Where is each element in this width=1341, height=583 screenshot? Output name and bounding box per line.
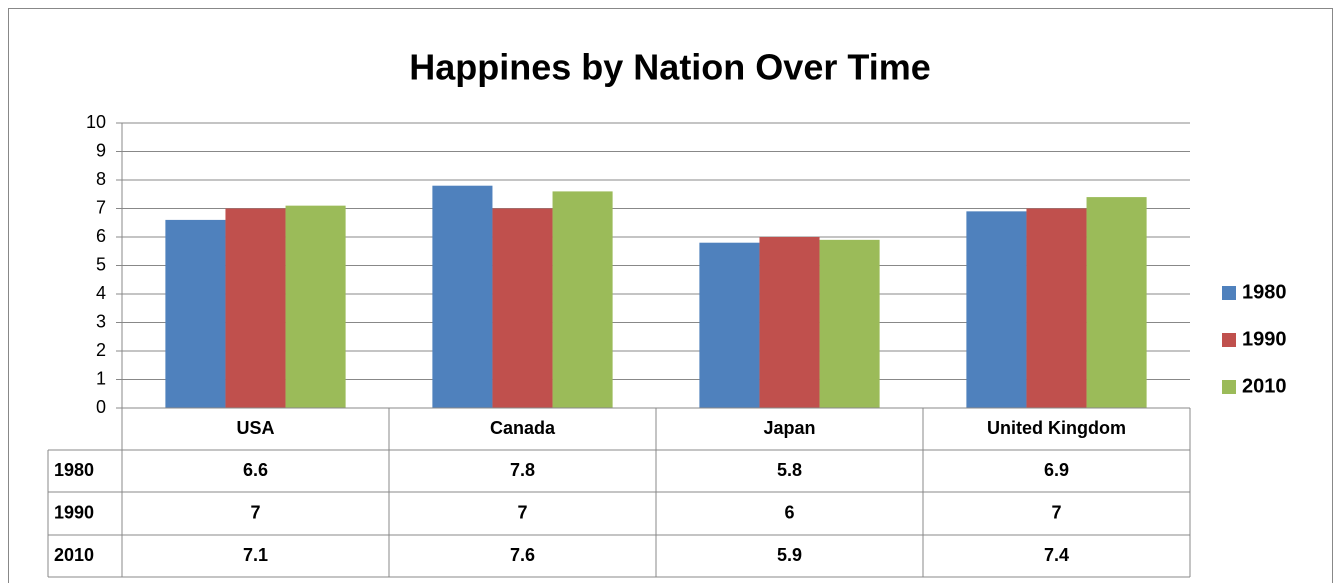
- bar: [285, 205, 346, 408]
- legend-label: 2010: [1242, 375, 1287, 397]
- table-value: 7.1: [243, 545, 268, 565]
- y-tick-label: 1: [96, 368, 106, 388]
- y-tick-label: 2: [96, 340, 106, 360]
- table-value: 6: [784, 502, 794, 522]
- y-tick-label: 9: [96, 140, 106, 160]
- table-value: 7: [517, 502, 527, 522]
- y-tick-label: 3: [96, 311, 106, 331]
- legend-swatch: [1222, 286, 1236, 300]
- bar: [432, 185, 493, 408]
- bar: [552, 191, 613, 408]
- table-value: 6.6: [243, 460, 268, 480]
- chart-title: Happines by Nation Over Time: [409, 47, 930, 88]
- table-row-label: 2010: [54, 545, 94, 565]
- table-value: 7.4: [1044, 545, 1069, 565]
- bar: [699, 242, 760, 408]
- legend-swatch: [1222, 380, 1236, 394]
- legend-label: 1990: [1242, 328, 1287, 350]
- y-tick-label: 7: [96, 197, 106, 217]
- table-row-label: 1980: [54, 460, 94, 480]
- x-tick-label: Canada: [490, 418, 556, 438]
- bar: [819, 239, 880, 408]
- legend-label: 1980: [1242, 281, 1287, 303]
- y-tick-label: 4: [96, 283, 106, 303]
- y-tick-label: 8: [96, 169, 106, 189]
- legend-swatch: [1222, 333, 1236, 347]
- bar: [966, 211, 1027, 408]
- bar: [1026, 208, 1087, 408]
- bar: [225, 208, 286, 408]
- table-value: 5.9: [777, 545, 802, 565]
- bar: [759, 237, 820, 408]
- table-value: 7: [1051, 502, 1061, 522]
- bar: [492, 208, 553, 408]
- table-value: 7: [250, 502, 260, 522]
- x-tick-label: United Kingdom: [987, 418, 1126, 438]
- y-tick-label: 5: [96, 254, 106, 274]
- bar: [165, 219, 226, 408]
- table-value: 6.9: [1044, 460, 1069, 480]
- bar: [1086, 197, 1147, 408]
- table-value: 5.8: [777, 460, 802, 480]
- y-tick-label: 0: [96, 397, 106, 417]
- table-row-label: 1990: [54, 502, 94, 522]
- y-tick-label: 6: [96, 226, 106, 246]
- table-value: 7.6: [510, 545, 535, 565]
- x-tick-label: USA: [236, 418, 274, 438]
- x-tick-label: Japan: [763, 418, 815, 438]
- table-value: 7.8: [510, 460, 535, 480]
- y-tick-label: 10: [86, 112, 106, 132]
